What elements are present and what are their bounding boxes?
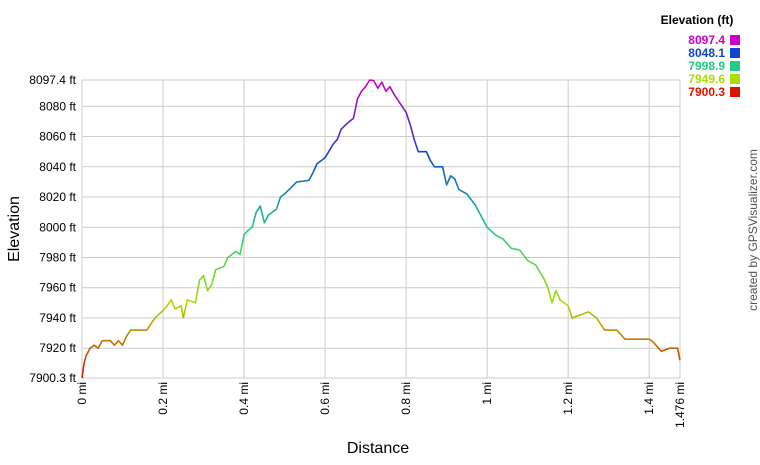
x-tick-label: 0 mi xyxy=(75,382,89,405)
y-tick-label: 7900.3 ft xyxy=(29,371,76,385)
x-tick-label: 0.2 mi xyxy=(156,382,170,415)
elevation-line xyxy=(81,79,681,379)
y-tick-label: 7940 ft xyxy=(39,311,76,325)
x-tick-label: 1 mi xyxy=(480,382,494,405)
legend-swatch xyxy=(730,48,740,58)
x-tick-label: 0.6 mi xyxy=(318,382,332,415)
legend-swatch xyxy=(730,61,740,71)
y-tick-label: 7960 ft xyxy=(39,281,76,295)
y-tick-label: 8080 ft xyxy=(39,99,76,113)
y-tick-label: 7920 ft xyxy=(39,341,76,355)
legend-swatch xyxy=(730,74,740,84)
y-tick-label: 8020 ft xyxy=(39,190,76,204)
legend-value: 7949.6 xyxy=(688,72,725,86)
credit: created by GPSVisualizer.com xyxy=(746,149,760,311)
y-tick-label: 8060 ft xyxy=(39,130,76,144)
x-tick-label: 1.2 mi xyxy=(561,382,575,415)
legend-value: 7998.9 xyxy=(688,59,725,73)
x-tick-label: 1.4 mi xyxy=(642,382,656,415)
legend-value: 7900.3 xyxy=(688,85,725,99)
legend-swatch xyxy=(730,35,740,45)
y-axis-label: Elevation xyxy=(6,196,23,262)
legend-value: 8097.4 xyxy=(688,33,725,47)
y-tick-label: 8040 ft xyxy=(39,160,76,174)
x-axis-label: Distance xyxy=(347,440,409,457)
x-tick-label: 0.4 mi xyxy=(237,382,251,415)
legend-swatch xyxy=(730,87,740,97)
y-tick-label: 7980 ft xyxy=(39,250,76,264)
legend-value: 8048.1 xyxy=(688,46,725,60)
x-tick-label: 1.476 mi xyxy=(673,382,687,428)
y-tick-label: 8000 ft xyxy=(39,220,76,234)
plot-area xyxy=(81,79,681,379)
legend-title: Elevation (ft) xyxy=(661,13,734,27)
x-tick-label: 0.8 mi xyxy=(399,382,413,415)
y-tick-label: 8097.4 ft xyxy=(29,73,76,87)
